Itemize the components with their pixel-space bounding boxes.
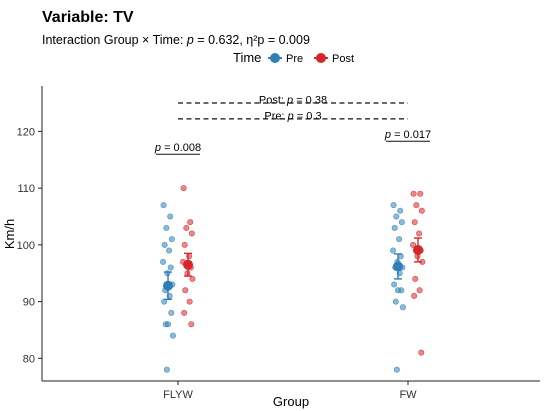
- y-tick-label: 110: [17, 183, 35, 195]
- data-point-pre: [397, 207, 404, 214]
- group-p-annotation: p = 0.008: [154, 142, 201, 155]
- legend-entry-pre: Pre: [268, 53, 303, 65]
- comparison-bracket: Pre: p = 0.3: [178, 110, 408, 122]
- data-point-pre: [399, 304, 406, 311]
- mean-point-post: [183, 259, 193, 270]
- data-point-pre: [163, 224, 170, 231]
- group-p-annotation: p = 0.017: [384, 129, 431, 142]
- data-point-pre: [392, 298, 399, 305]
- data-point-pre: [166, 247, 173, 254]
- y-tick-label: 90: [23, 297, 35, 309]
- legend-label: Pre: [286, 53, 303, 65]
- data-point-post: [419, 258, 426, 265]
- mean-point-pre: [163, 280, 173, 291]
- legend-title: Time: [233, 50, 261, 65]
- data-point-post: [186, 253, 193, 260]
- comparison-bracket: Post: p = 0.38: [178, 95, 408, 107]
- bracket-label: Post: p = 0.38: [259, 95, 327, 107]
- data-point-pre: [394, 287, 401, 294]
- data-point-pre: [161, 298, 168, 305]
- data-point-post: [187, 219, 194, 226]
- data-point-post: [412, 275, 419, 282]
- legend: Time Pre Post: [233, 50, 354, 65]
- data-point-post: [189, 275, 196, 282]
- data-point-pre: [167, 264, 174, 271]
- data-point-post: [181, 309, 188, 316]
- x-tick-label-flyw: FLYW: [163, 389, 193, 401]
- data-point-pre: [163, 366, 170, 373]
- legend-key-dot: [316, 53, 326, 63]
- data-point-pre: [396, 236, 403, 243]
- subtitle-part-2: p: [186, 33, 194, 47]
- data-point-post: [418, 207, 425, 214]
- legend-label: Post: [332, 53, 354, 65]
- data-point-pre: [166, 292, 173, 299]
- data-point-post: [413, 202, 420, 209]
- y-tick-label: 100: [17, 240, 35, 252]
- legend-key-dot: [270, 53, 280, 63]
- data-point-pre: [393, 213, 400, 220]
- data-point-pre: [397, 253, 404, 260]
- data-point-pre: [160, 202, 167, 209]
- data-point-pre: [168, 236, 175, 243]
- data-point-post: [180, 185, 187, 192]
- data-point-post: [410, 241, 417, 248]
- data-point-post: [417, 190, 424, 197]
- bracket-label: Pre: p = 0.3: [264, 110, 321, 122]
- y-tick-label: 80: [23, 353, 35, 365]
- data-point-pre: [168, 309, 175, 316]
- data-point-pre: [390, 247, 397, 254]
- subtitle-part-3: = 0.632, η²p = 0.009: [194, 33, 310, 47]
- chart-subtitle: Interaction Group × Time: p = 0.632, η²p…: [42, 33, 310, 47]
- data-point-pre: [391, 281, 398, 288]
- data-point-pre: [167, 213, 174, 220]
- data-point-post: [411, 292, 418, 299]
- data-point-post: [182, 287, 189, 294]
- annotation-label: p = 0.017: [384, 129, 431, 141]
- data-point-post: [188, 230, 195, 237]
- x-axis-title: Group: [273, 394, 309, 409]
- data-point-post: [183, 224, 190, 231]
- data-point-pre: [161, 241, 168, 248]
- mean-point-pre: [393, 261, 403, 272]
- data-point-pre: [169, 332, 176, 339]
- data-point-post: [416, 287, 423, 294]
- data-point-post: [184, 270, 191, 277]
- data-point-pre: [160, 258, 167, 265]
- subtitle-part-1: Interaction Group × Time:: [42, 33, 187, 47]
- annotation-label: p = 0.008: [154, 142, 201, 154]
- y-tick-label: 120: [17, 126, 35, 138]
- data-point-post: [186, 298, 193, 305]
- data-point-post: [410, 190, 417, 197]
- data-point-post: [181, 241, 188, 248]
- legend-entry-post: Post: [314, 53, 354, 65]
- y-axis-title: Km/h: [2, 219, 17, 249]
- x-tick-label-fw: FW: [399, 389, 417, 401]
- data-point-pre: [390, 202, 397, 209]
- data-point-post: [411, 219, 418, 226]
- data-point-pre: [398, 219, 405, 226]
- data-point-pre: [393, 366, 400, 373]
- data-point-post: [188, 321, 195, 328]
- data-point-pre: [162, 321, 169, 328]
- data-point-pre: [391, 224, 398, 231]
- mean-point-post: [413, 244, 423, 255]
- data-point-pre: [164, 270, 171, 277]
- chart-title: Variable: TV: [42, 9, 134, 26]
- data-point-post: [416, 230, 423, 237]
- data-point-post: [418, 349, 425, 356]
